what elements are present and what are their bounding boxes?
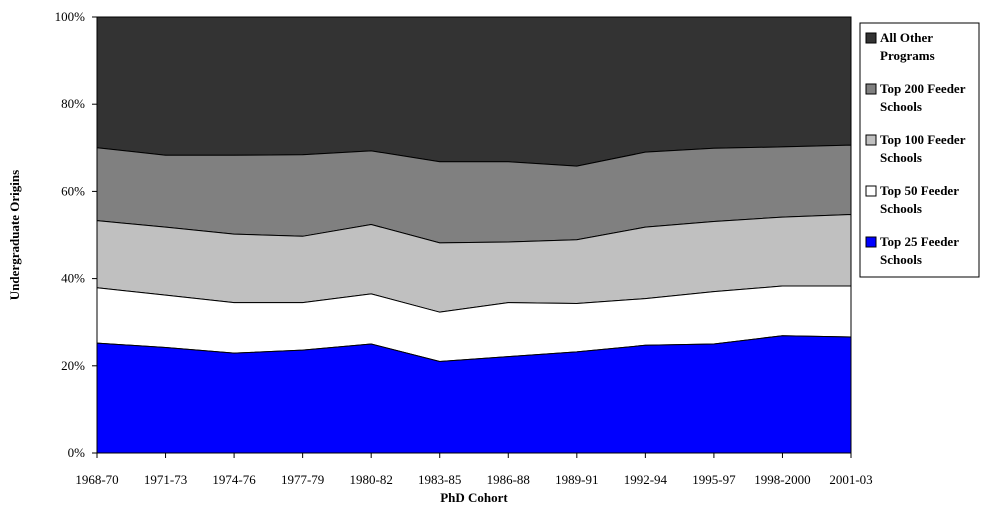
x-tick-label: 1980-82 — [350, 472, 393, 487]
area-series-group — [96, 16, 852, 454]
y-axis: 0% 20% 40% 60% 80% 100% — [55, 9, 97, 460]
legend-label: Schools — [880, 150, 922, 165]
legend-swatch — [865, 134, 877, 146]
legend-label: Schools — [880, 99, 922, 114]
y-tick-label: 100% — [55, 9, 86, 24]
x-tick-label: 1977-79 — [281, 472, 324, 487]
x-tick-label: 1986-88 — [487, 472, 530, 487]
x-tick-label: 1992-94 — [624, 472, 668, 487]
legend-swatch — [865, 236, 877, 248]
legend-swatch — [865, 32, 877, 44]
legend-label: Schools — [880, 252, 922, 267]
legend-label: Top 200 Feeder — [880, 81, 966, 96]
y-tick-label: 60% — [61, 183, 85, 198]
area-all-other-programs — [96, 16, 852, 167]
x-tick-label: 1968-70 — [75, 472, 118, 487]
x-axis: 1968-70 1971-73 1974-76 1977-79 1980-82 1983-… — [75, 453, 873, 487]
x-tick-label: 1983-85 — [418, 472, 461, 487]
legend-label: Top 100 Feeder — [880, 132, 966, 147]
legend-swatch — [865, 185, 877, 197]
legend-label: Programs — [880, 48, 935, 63]
y-tick-label: 40% — [61, 271, 85, 286]
legend-label: Schools — [880, 201, 922, 216]
legend-label: All Other — [880, 30, 933, 45]
x-tick-label: 1974-76 — [212, 472, 256, 487]
x-tick-label: 1989-91 — [555, 472, 598, 487]
x-tick-label: 2001-03 — [829, 472, 872, 487]
legend-label: Top 25 Feeder — [880, 234, 959, 249]
x-tick-label: 1971-73 — [144, 472, 187, 487]
plot-area-frame — [96, 16, 852, 454]
y-tick-label: 20% — [61, 358, 85, 373]
legend-swatch — [865, 83, 877, 95]
x-axis-title: PhD Cohort — [440, 490, 508, 505]
legend: All Other Programs Top 200 Feeder Schools To… — [859, 22, 980, 278]
legend-label: Top 50 Feeder — [880, 183, 959, 198]
x-tick-label: 1995-97 — [692, 472, 736, 487]
legend-box — [859, 22, 980, 278]
y-tick-label: 0% — [68, 445, 86, 460]
y-axis-title: Undergraduate Origins — [7, 170, 22, 300]
x-tick-label: 1998-2000 — [754, 472, 810, 487]
y-tick-label: 80% — [61, 96, 85, 111]
